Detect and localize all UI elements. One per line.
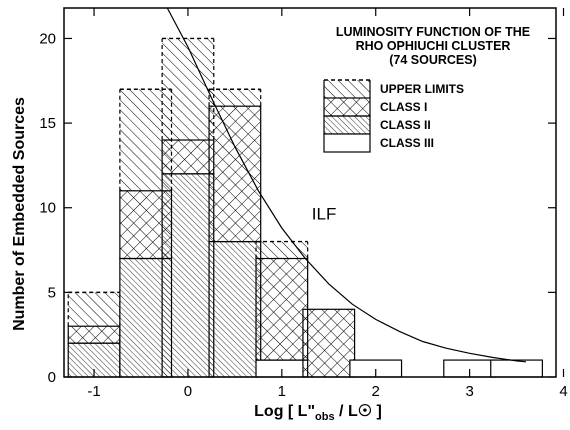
title-line-3: (74 SOURCES)	[389, 53, 477, 67]
bar-upper-limits-0	[68, 292, 120, 327]
x-tick-label-3: 2	[372, 383, 380, 400]
y-tick-label-0: 0	[48, 369, 56, 386]
x-tick-label-4: 3	[465, 383, 473, 400]
legend-label-upper-limits: UPPER LIMITS	[380, 82, 464, 96]
bar-class-i-2	[161, 139, 215, 175]
legend-label-class-ii: CLASS II	[380, 118, 431, 132]
y-tick-label-3: 15	[39, 115, 56, 132]
ilf-curve	[166, 7, 527, 363]
x-axis-label-end: ]	[372, 403, 382, 420]
x-tick-label-2: 1	[278, 383, 286, 400]
x-axis-label-sub: obs	[315, 411, 335, 423]
axis-ticks: -1 0 1 2 3 4 0 5 10 15 20	[39, 8, 568, 400]
title-line-2: RHO OPHIUCHI CLUSTER	[356, 39, 511, 53]
histogram-bars	[67, 37, 543, 378]
title-line-1: LUMINOSITY FUNCTION OF THE	[336, 25, 530, 39]
bar-class-ii-2	[161, 173, 215, 378]
bar-class-i-4	[255, 257, 309, 361]
x-axis-label-post: / L	[335, 403, 358, 420]
y-tick-label-1: 5	[48, 284, 56, 301]
x-axis-label: Log [ L"obs / L☉ ]	[254, 403, 382, 423]
sun-symbol: ☉	[358, 403, 372, 420]
bar-class-iii-8	[490, 359, 543, 378]
legend-swatch-class-iii	[323, 133, 371, 153]
x-tick-label-1: 0	[184, 383, 192, 400]
bar-class-i-0	[67, 325, 121, 344]
x-axis-label-pre: Log [ L"	[254, 403, 315, 420]
legend-label-class-i: CLASS I	[380, 100, 427, 114]
y-axis-label: Number of Embedded Sources	[11, 97, 28, 331]
x-tick-label-5: 4	[559, 383, 567, 400]
y-tick-label-4: 20	[39, 30, 56, 47]
bar-class-ii-3	[208, 240, 262, 378]
legend-swatch-class-i	[323, 97, 371, 117]
bar-upper-limits-2	[162, 38, 214, 141]
legend-swatch-class-ii	[323, 115, 371, 135]
plot-frame	[63, 7, 557, 378]
y-tick-label-2: 10	[39, 200, 56, 217]
x-tick-label-0: -1	[87, 383, 100, 400]
bar-upper-limits-3	[209, 89, 261, 107]
chart-legend: UPPER LIMITS CLASS I CLASS II CLASS III	[323, 79, 464, 153]
chart-title: LUMINOSITY FUNCTION OF THE RHO OPHIUCHI …	[336, 25, 530, 67]
bar-upper-limits-4	[256, 241, 308, 259]
bar-class-i-3	[208, 105, 262, 243]
legend-swatch-upper-limits	[324, 80, 370, 98]
ilf-label: ILF	[312, 205, 337, 224]
bar-class-i-5	[302, 308, 356, 378]
legend-label-class-iii: CLASS III	[380, 136, 434, 150]
ilf-curve-layer: ILF	[166, 7, 527, 363]
